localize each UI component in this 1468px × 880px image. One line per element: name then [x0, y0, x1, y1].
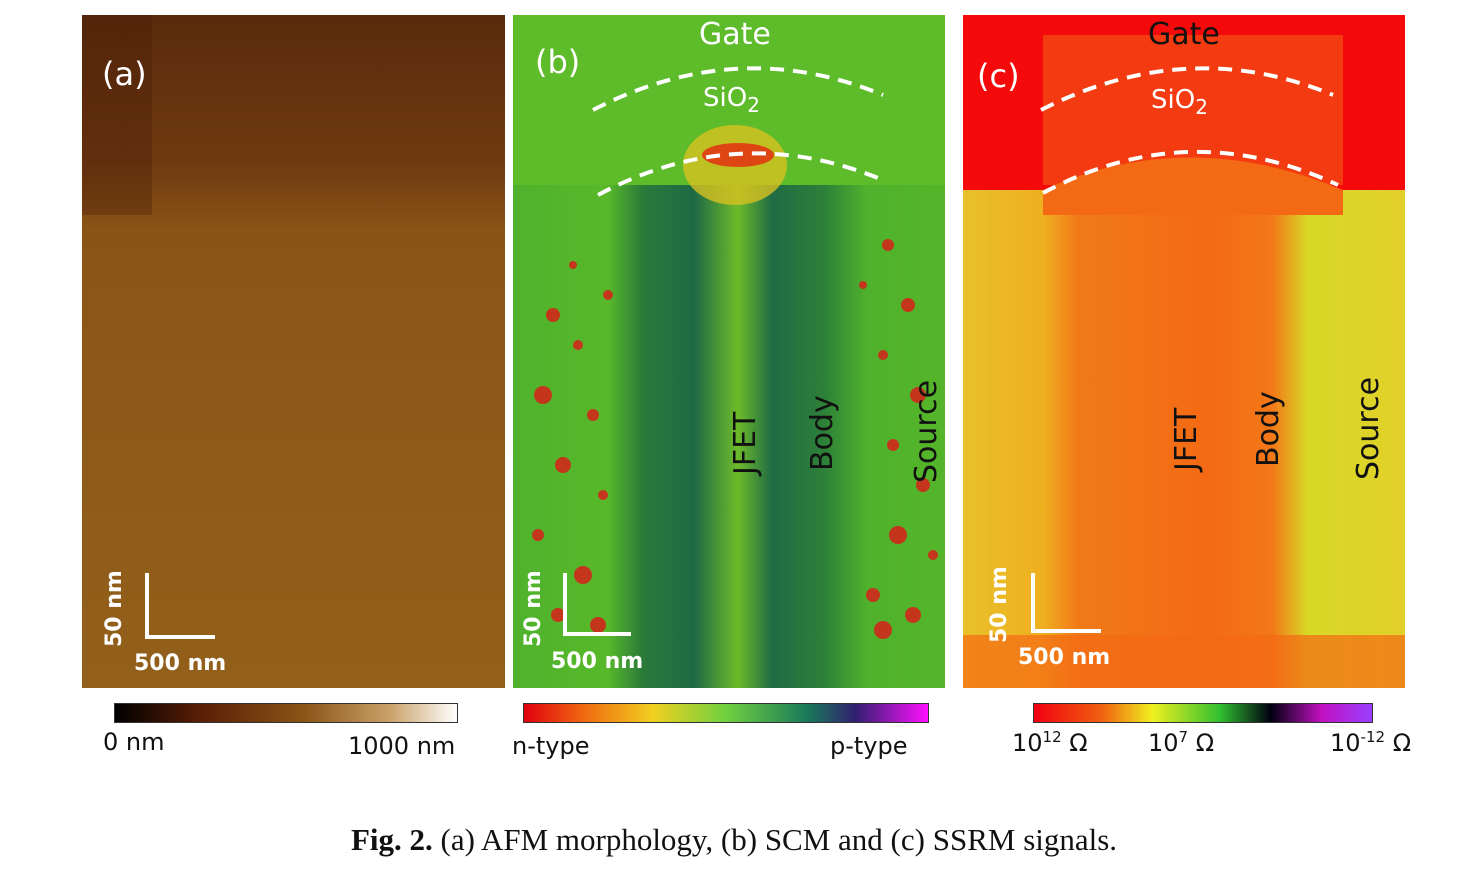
gate-label: Gate — [1148, 17, 1220, 52]
gate-label: Gate — [699, 17, 771, 52]
ssrm-colorbar-tick-2: 107 Ω — [1148, 728, 1215, 757]
oxide-label: SiO2 — [1151, 85, 1208, 119]
figure-caption: Fig. 2. (a) AFM morphology, (b) SCM and … — [350, 822, 1118, 857]
jfet-label: JFET — [1169, 407, 1204, 471]
afm-colorbar — [114, 703, 458, 723]
ssrm-colorbar-tick-3: 10-12 Ω — [1330, 728, 1412, 757]
afm-colorbar-min: 0 nm — [103, 728, 165, 756]
ssrm-panel: (c) Gate SiO2 JFET Body Source 500 nm 50… — [963, 15, 1405, 688]
scm-colorbar — [523, 703, 929, 723]
scale-y-label: 50 nm — [521, 570, 546, 647]
scm-colorbar-min: n-type — [512, 732, 590, 760]
ssrm-image — [963, 15, 1405, 688]
ssrm-colorbar — [1033, 703, 1373, 723]
scale-x-label: 500 nm — [134, 651, 227, 676]
source-label: Source — [1351, 376, 1386, 480]
ssrm-colorbar-tick-1: 1012 Ω — [1012, 728, 1088, 757]
scale-y-label: 50 nm — [102, 570, 127, 647]
panel-b-label: (b) — [535, 43, 581, 81]
scm-colorbar-max: p-type — [830, 732, 908, 760]
scale-x-label: 500 nm — [551, 649, 644, 674]
source-label: Source — [909, 379, 944, 483]
panel-c-label: (c) — [977, 57, 1020, 95]
jfet-label: JFET — [728, 411, 763, 475]
afm-image — [82, 15, 505, 688]
panel-a-label: (a) — [102, 55, 147, 93]
body-label: Body — [1251, 391, 1286, 467]
afm-colorbar-max: 1000 nm — [348, 732, 456, 760]
scm-image — [513, 15, 945, 688]
scale-y-label: 50 nm — [987, 566, 1012, 643]
scale-x-label: 500 nm — [1018, 645, 1111, 670]
afm-panel: (a) 500 nm 50 nm — [82, 15, 505, 688]
oxide-label: SiO2 — [703, 83, 760, 117]
body-label: Body — [805, 395, 840, 471]
scm-panel: (b) Gate SiO2 JFET Body Source 500 nm 50… — [513, 15, 945, 688]
